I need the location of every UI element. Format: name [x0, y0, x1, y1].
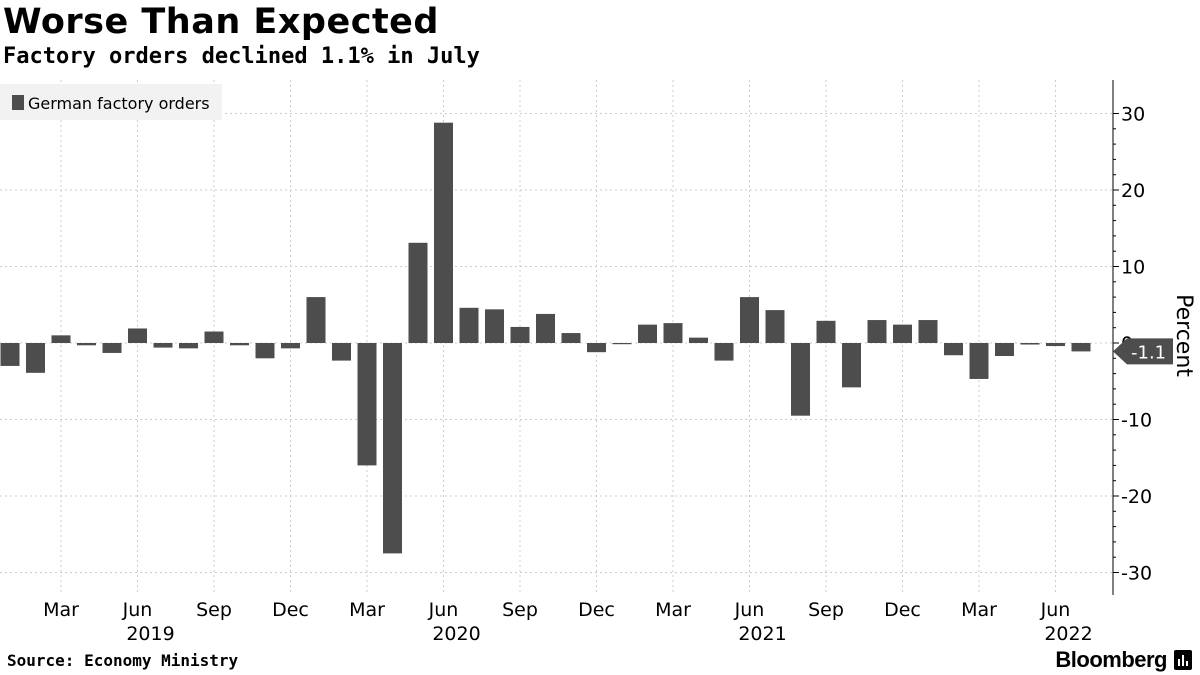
bar-2019-01 [0, 343, 20, 366]
x-year-label: 2019 [126, 623, 174, 645]
x-tick-label: Dec [272, 599, 309, 621]
bar-2019-10 [230, 343, 249, 346]
bar-2020-06 [434, 122, 453, 344]
source-note: Source: Economy Ministry [7, 651, 239, 670]
bar-2019-03 [51, 335, 71, 343]
x-year-label: 2022 [1044, 623, 1092, 645]
x-tick-label: Mar [349, 599, 385, 621]
x-tick-label: Sep [196, 599, 232, 621]
bar-2021-04 [689, 337, 708, 343]
x-tick-label: Sep [808, 599, 844, 621]
bar-2021-10 [842, 343, 861, 388]
y-tick-label: 20 [1121, 180, 1145, 202]
legend-box [0, 84, 222, 120]
bar-2019-06 [128, 328, 147, 343]
bar-2020-08 [485, 309, 504, 343]
y-tick-label: 30 [1121, 104, 1145, 126]
bar-2019-04 [77, 343, 96, 346]
legend-label: German factory orders [28, 94, 210, 113]
x-tick-label: Dec [578, 599, 615, 621]
bar-2019-07 [153, 343, 173, 348]
bar-2019-11 [255, 343, 275, 359]
bar-2022-04 [995, 343, 1014, 357]
bar-2020-02 [332, 343, 351, 361]
x-year-label: 2021 [738, 623, 786, 645]
bar-2021-08 [791, 343, 810, 416]
bar-2019-12 [281, 343, 300, 349]
x-tick-label: Mar [961, 599, 997, 621]
last-value-label: -1.1 [1131, 342, 1166, 363]
x-tick-label: Mar [43, 599, 79, 621]
bar-2020-01 [306, 297, 326, 343]
bar-2019-02 [26, 343, 45, 373]
bar-2021-02 [638, 324, 657, 343]
bar-2021-09 [816, 320, 836, 343]
bar-2020-04 [383, 343, 402, 554]
x-tick-label: Sep [502, 599, 538, 621]
bar-2020-09 [510, 326, 530, 343]
bar-2022-07 [1071, 343, 1091, 352]
y-tick-label: -20 [1121, 486, 1152, 508]
bar-2021-01 [612, 343, 632, 345]
bar-2021-12 [893, 324, 912, 343]
bar-2020-03 [357, 343, 377, 466]
chart-subtitle: Factory orders declined 1.1% in July [3, 44, 480, 69]
bar-2022-06 [1046, 343, 1065, 347]
bar-2021-05 [714, 343, 734, 361]
bar-2020-10 [536, 313, 555, 343]
bar-2022-02 [944, 343, 963, 356]
y-tick-label: -10 [1121, 410, 1152, 432]
x-tick-label: Jun [734, 599, 765, 621]
bar-2019-09 [204, 331, 224, 343]
bloomberg-logo-text: Bloomberg [1055, 647, 1167, 672]
bar-2020-05 [408, 242, 428, 343]
last-value-marker [1113, 338, 1173, 365]
bar-2022-01 [918, 320, 938, 343]
x-tick-label: Jun [1040, 599, 1071, 621]
bar-2019-05 [102, 343, 122, 353]
bar-2021-06 [740, 297, 759, 343]
y-tick-label: 10 [1121, 257, 1145, 279]
chart-title: Worse Than Expected [3, 2, 439, 42]
x-tick-label: Dec [884, 599, 921, 621]
x-tick-label: Jun [428, 599, 459, 621]
x-year-label: 2020 [432, 623, 480, 645]
bar-2021-11 [867, 320, 887, 343]
x-tick-label: Jun [122, 599, 153, 621]
bar-2022-03 [969, 343, 989, 379]
bar-2020-07 [459, 307, 479, 343]
bar-2021-03 [663, 323, 683, 343]
legend-swatch [12, 95, 24, 110]
x-tick-label: Mar [655, 599, 691, 621]
bar-2020-12 [587, 343, 606, 353]
y-tick-label: -30 [1121, 563, 1152, 585]
bar-2022-05 [1020, 343, 1040, 345]
y-axis-title: Percent [1171, 294, 1196, 377]
bar-2019-08 [179, 343, 198, 349]
bar-2021-07 [765, 310, 785, 343]
bar-2020-11 [561, 333, 581, 343]
bloomberg-terminal-icon [1174, 650, 1192, 670]
